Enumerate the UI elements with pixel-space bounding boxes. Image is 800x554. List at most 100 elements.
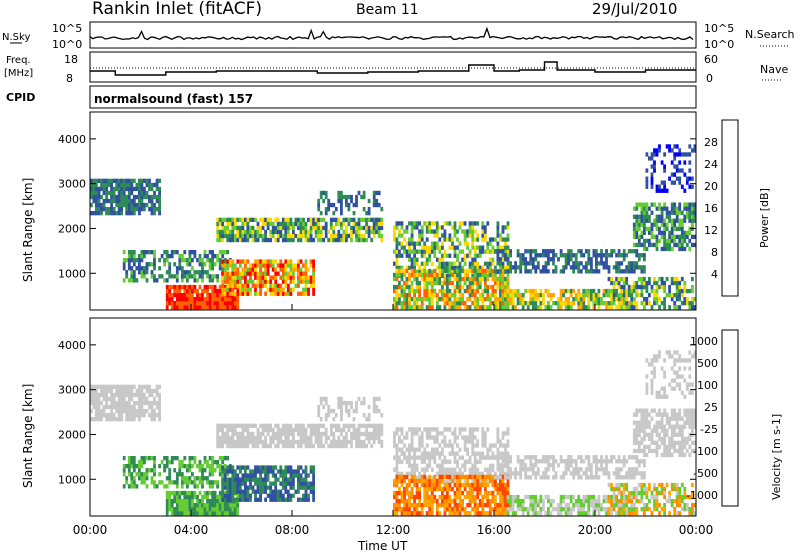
power-cell (423, 293, 427, 298)
power-cell (491, 249, 495, 254)
power-cell (521, 301, 525, 306)
power-cell (319, 194, 323, 200)
power-cell (660, 284, 664, 290)
power-cell (281, 217, 285, 222)
power-cell (425, 276, 429, 282)
power-cell (680, 246, 684, 252)
velocity-cell (476, 478, 480, 484)
power-cell (458, 301, 462, 306)
velocity-cell (496, 475, 500, 480)
power-cell (435, 305, 439, 310)
velocity-cell (370, 443, 374, 449)
power-cell (668, 144, 671, 149)
velocity-cell (410, 511, 414, 516)
velocity-cell (504, 475, 507, 480)
velocity-cell (317, 431, 320, 437)
power-cell (572, 261, 576, 266)
power-cell (241, 233, 245, 239)
velocity-cell (514, 467, 517, 472)
power-cell (115, 198, 119, 204)
power-cell (438, 245, 442, 250)
velocity-cell (622, 475, 626, 480)
power-cell (428, 221, 432, 226)
power-cell (233, 275, 237, 280)
power-cell (393, 233, 396, 238)
power-cell (643, 206, 646, 211)
power-cell (221, 301, 225, 306)
velocity-cell (198, 460, 202, 465)
velocity-cell (173, 480, 177, 485)
velocity-cell (501, 451, 505, 456)
velocity-cell (637, 471, 641, 476)
power-cell (249, 225, 252, 231)
power-cell (170, 284, 174, 290)
power-cell (630, 297, 634, 302)
velocity-cell (478, 459, 482, 464)
velocity-cell (451, 486, 454, 492)
power-cell (466, 233, 469, 238)
velocity-cell (360, 443, 363, 449)
velocity-cell (531, 494, 535, 500)
power-cell (678, 152, 682, 157)
velocity-cell (221, 423, 225, 428)
power-cell (658, 276, 661, 282)
power-cell (403, 297, 406, 302)
power-cell (178, 301, 182, 306)
velocity-cell (441, 447, 444, 452)
velocity-cell (120, 417, 124, 422)
velocity-cell (448, 459, 452, 464)
velocity-cell (458, 455, 462, 460)
velocity-cell (221, 503, 225, 508)
power-cell (481, 301, 485, 306)
velocity-cell (307, 493, 310, 498)
velocity-cell (150, 417, 154, 422)
velocity-cell (496, 431, 500, 436)
power-cell (456, 265, 459, 270)
power-cell (138, 202, 141, 208)
velocity-cell (468, 467, 472, 472)
velocity-cell (501, 507, 505, 512)
power-cell (506, 261, 510, 266)
power-cell (299, 233, 303, 239)
velocity-cell (279, 489, 283, 494)
power-cell (345, 233, 348, 239)
power-cell (660, 222, 664, 227)
power-cell (622, 297, 626, 302)
velocity-cell (297, 473, 300, 478)
velocity-cell (236, 489, 240, 494)
power-cell (511, 288, 515, 294)
power-cell (317, 217, 320, 222)
power-cell (670, 202, 674, 207)
power-cell (410, 229, 414, 234)
velocity-cell (425, 482, 429, 488)
power-cell (456, 284, 459, 290)
velocity-cell (193, 476, 197, 481)
velocity-cell (491, 443, 495, 448)
power-cell (145, 194, 149, 200)
velocity-cell (228, 511, 232, 516)
power-cell (463, 257, 467, 262)
power-cell (281, 279, 285, 284)
power-cell (352, 202, 356, 208)
power-cell (125, 182, 129, 188)
velocity-cell (468, 482, 472, 488)
velocity-cell (312, 473, 315, 478)
velocity-cell (526, 475, 530, 480)
power-cell (678, 280, 682, 286)
power-cell (395, 293, 399, 298)
power-cell (625, 253, 629, 258)
power-cell (97, 194, 101, 200)
power-cell (476, 305, 480, 310)
power-cell (140, 178, 144, 183)
velocity-cell (453, 494, 457, 500)
velocity-cell (468, 494, 472, 500)
velocity-cell (90, 417, 93, 422)
velocity-cell (337, 404, 341, 410)
power-cell (620, 276, 624, 282)
power-cell (203, 301, 207, 306)
velocity-cell (223, 423, 227, 428)
power-cell (569, 293, 573, 298)
power-cell (468, 233, 472, 238)
power-cell (271, 267, 275, 272)
velocity-cell (254, 435, 257, 441)
